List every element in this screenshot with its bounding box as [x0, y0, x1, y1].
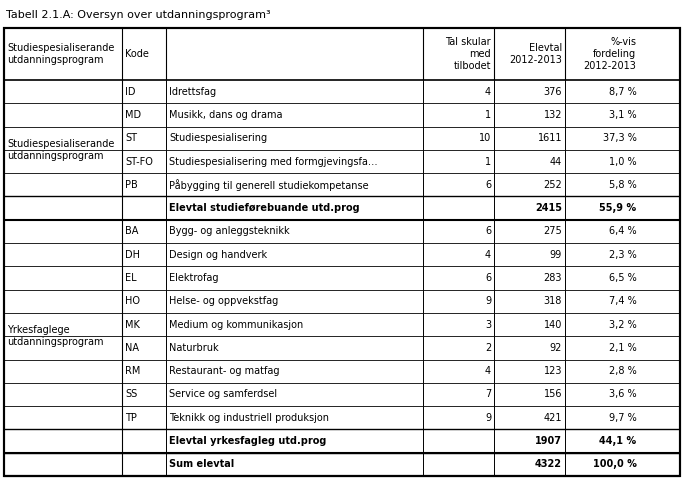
Text: Idrettsfag: Idrettsfag [169, 87, 216, 97]
Text: Sum elevtal: Sum elevtal [169, 459, 235, 469]
Text: 6: 6 [485, 226, 491, 236]
Text: 1,0 %: 1,0 % [609, 156, 636, 167]
Text: 140: 140 [544, 320, 562, 330]
Text: 6,5 %: 6,5 % [609, 273, 636, 283]
Text: 5,8 %: 5,8 % [609, 180, 636, 190]
Text: 156: 156 [544, 389, 562, 399]
Text: 100,0 %: 100,0 % [592, 459, 636, 469]
Text: 376: 376 [544, 87, 562, 97]
Text: MK: MK [125, 320, 140, 330]
Text: 4: 4 [485, 87, 491, 97]
Text: 99: 99 [550, 250, 562, 260]
Text: 2: 2 [485, 343, 491, 353]
Text: Elevtal studieførebuande utd.prog: Elevtal studieførebuande utd.prog [169, 203, 360, 213]
Text: Service og samferdsel: Service og samferdsel [169, 389, 278, 399]
Text: 3: 3 [485, 320, 491, 330]
Text: 55,9 %: 55,9 % [599, 203, 636, 213]
Text: 44,1 %: 44,1 % [599, 436, 636, 446]
Text: 421: 421 [544, 413, 562, 423]
Text: NA: NA [125, 343, 140, 353]
Text: 2,8 %: 2,8 % [609, 366, 636, 376]
Text: 92: 92 [550, 343, 562, 353]
Text: Studiespesialisering: Studiespesialisering [169, 133, 267, 143]
Text: Kode: Kode [125, 49, 149, 59]
Text: 2415: 2415 [535, 203, 562, 213]
Text: 4: 4 [485, 250, 491, 260]
Text: 2,1 %: 2,1 % [609, 343, 636, 353]
Text: BA: BA [125, 226, 139, 236]
Text: Helse- og oppvekstfag: Helse- og oppvekstfag [169, 296, 278, 306]
Text: 9,7 %: 9,7 % [609, 413, 636, 423]
Text: 4: 4 [485, 366, 491, 376]
Text: HO: HO [125, 296, 140, 306]
Text: 6: 6 [485, 273, 491, 283]
Text: Design og handverk: Design og handverk [169, 250, 267, 260]
Text: Studiespesialisering med formgjevingsfa…: Studiespesialisering med formgjevingsfa… [169, 156, 378, 167]
Text: 6,4 %: 6,4 % [609, 226, 636, 236]
Text: DH: DH [125, 250, 140, 260]
Text: Yrkesfaglege
utdanningsprogram: Yrkesfaglege utdanningsprogram [7, 326, 103, 347]
Text: 8,7 %: 8,7 % [609, 87, 636, 97]
Text: EL: EL [125, 273, 137, 283]
Text: Elevtal yrkesfagleg utd.prog: Elevtal yrkesfagleg utd.prog [169, 436, 327, 446]
Text: 3,2 %: 3,2 % [609, 320, 636, 330]
Text: ST: ST [125, 133, 137, 143]
Text: Musikk, dans og drama: Musikk, dans og drama [169, 110, 282, 120]
Text: Teknikk og industriell produksjon: Teknikk og industriell produksjon [169, 413, 329, 423]
Text: 1: 1 [485, 156, 491, 167]
Text: 7: 7 [485, 389, 491, 399]
Text: Restaurant- og matfag: Restaurant- og matfag [169, 366, 280, 376]
Text: 44: 44 [550, 156, 562, 167]
Text: 10: 10 [479, 133, 491, 143]
Text: 9: 9 [485, 413, 491, 423]
Text: PB: PB [125, 180, 138, 190]
Text: 3,1 %: 3,1 % [609, 110, 636, 120]
Text: Naturbruk: Naturbruk [169, 343, 219, 353]
Text: RM: RM [125, 366, 141, 376]
Text: 6: 6 [485, 180, 491, 190]
Text: Elektrofag: Elektrofag [169, 273, 219, 283]
Text: 7,4 %: 7,4 % [609, 296, 636, 306]
Text: 1611: 1611 [538, 133, 562, 143]
Text: 318: 318 [544, 296, 562, 306]
Text: 2,3 %: 2,3 % [609, 250, 636, 260]
Text: 123: 123 [544, 366, 562, 376]
Text: ID: ID [125, 87, 136, 97]
Text: Studiespesialiserande
utdanningsprogram: Studiespesialiserande utdanningsprogram [7, 139, 114, 161]
Text: TP: TP [125, 413, 137, 423]
Text: Påbygging til generell studiekompetanse: Påbygging til generell studiekompetanse [169, 179, 369, 191]
Text: %-vis
fordeling
2012-2013: %-vis fordeling 2012-2013 [583, 37, 636, 70]
Text: MD: MD [125, 110, 142, 120]
Text: 1: 1 [485, 110, 491, 120]
Text: 37,3 %: 37,3 % [603, 133, 636, 143]
Text: Tabell 2.1.A: Oversyn over utdanningsprogram³: Tabell 2.1.A: Oversyn over utdanningspro… [6, 10, 271, 20]
Text: Studiespesialiserande
utdanningsprogram: Studiespesialiserande utdanningsprogram [7, 43, 114, 65]
Text: Elevtal
2012-2013: Elevtal 2012-2013 [509, 43, 562, 65]
Text: 132: 132 [544, 110, 562, 120]
Text: 283: 283 [544, 273, 562, 283]
Text: Medium og kommunikasjon: Medium og kommunikasjon [169, 320, 304, 330]
Text: 9: 9 [485, 296, 491, 306]
Text: Tal skular
med
tilbodet: Tal skular med tilbodet [445, 37, 491, 70]
Text: 1907: 1907 [535, 436, 562, 446]
Text: ST-FO: ST-FO [125, 156, 153, 167]
Text: 3,6 %: 3,6 % [609, 389, 636, 399]
Text: 4322: 4322 [535, 459, 562, 469]
Text: SS: SS [125, 389, 137, 399]
Text: 252: 252 [543, 180, 562, 190]
Text: 275: 275 [543, 226, 562, 236]
Text: Bygg- og anleggsteknikk: Bygg- og anleggsteknikk [169, 226, 290, 236]
